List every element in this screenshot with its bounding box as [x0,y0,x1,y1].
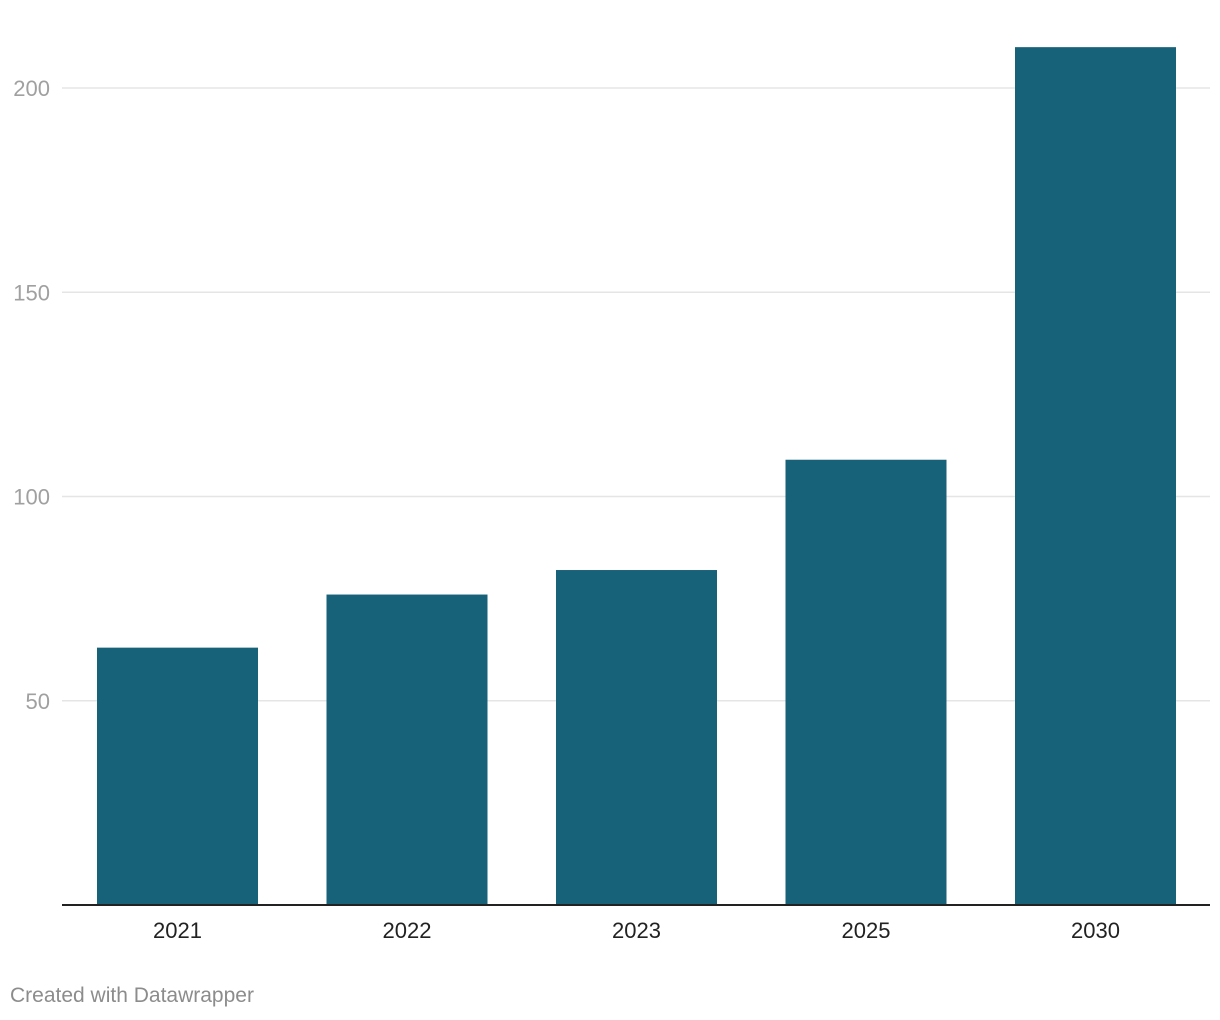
x-tick-label: 2023 [612,918,661,943]
chart-svg: 50 100 150 200 2021 2022 2023 2025 2030 [13,47,1210,943]
x-tick-label: 2021 [153,918,202,943]
bar-2023 [556,570,717,905]
credit-text: Created with Datawrapper [10,984,254,1007]
y-tick-label: 50 [26,689,50,714]
y-tick-label: 150 [13,280,50,305]
bar-2022 [326,594,488,905]
x-tick-label: 2025 [842,918,891,943]
x-tick-label: 2022 [383,918,432,943]
bar-2030 [1015,47,1176,905]
bar-2025 [785,459,947,905]
bar-series [97,47,1176,905]
y-tick-label: 200 [13,76,50,101]
y-tick-label: 100 [13,485,50,510]
x-tick-label: 2030 [1071,918,1120,943]
y-axis-ticks: 50 100 150 200 [13,76,50,714]
bar-2021 [97,647,258,905]
x-axis-ticks: 2021 2022 2023 2025 2030 [153,918,1120,943]
